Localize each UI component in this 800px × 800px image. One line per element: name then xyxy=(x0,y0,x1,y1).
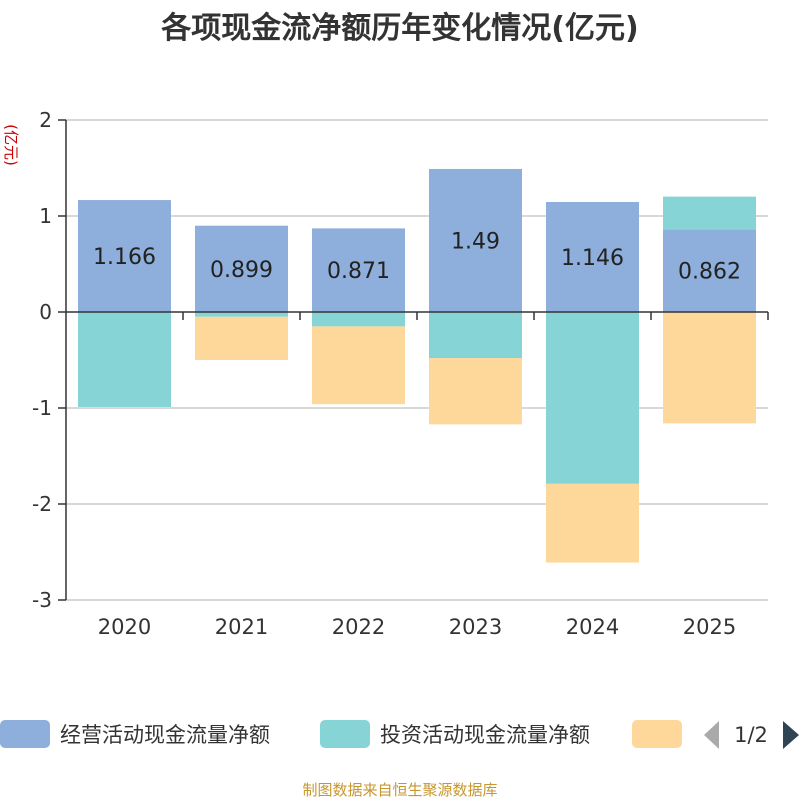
legend-swatch-investing[interactable] xyxy=(320,720,370,748)
x-tick-label: 2024 xyxy=(566,615,619,639)
y-tick-label: 2 xyxy=(39,108,52,132)
bar-financing-2025[interactable] xyxy=(663,312,756,424)
bar-investing-2020[interactable] xyxy=(78,312,171,408)
data-label: 0.899 xyxy=(210,258,273,283)
legend-swatch-operating[interactable] xyxy=(0,720,50,748)
source-note: 制图数据来自恒生聚源数据库 xyxy=(302,781,497,799)
legend-prev-page-icon[interactable] xyxy=(704,721,719,749)
y-tick-label: -3 xyxy=(32,588,52,612)
legend: 经营活动现金流量净额 投资活动现金流量净额 1/2 xyxy=(0,720,799,749)
data-label: 0.871 xyxy=(327,259,390,284)
chart-title: 各项现金流净额历年变化情况(亿元) xyxy=(160,11,638,46)
bar-investing-2024[interactable] xyxy=(546,312,639,484)
bar-operating-2021[interactable] xyxy=(195,225,288,312)
bar-financing-2020[interactable] xyxy=(78,407,171,408)
bar-investing-2025[interactable] xyxy=(663,196,756,230)
grid-lines xyxy=(66,119,768,601)
legend-next-page-icon[interactable] xyxy=(783,721,799,749)
bar-investing-2023[interactable] xyxy=(429,312,522,359)
x-tick-label: 2025 xyxy=(683,615,736,639)
data-label: 1.49 xyxy=(451,229,500,254)
bar-operating-2023[interactable] xyxy=(429,168,522,312)
bar-investing-2022[interactable] xyxy=(312,312,405,327)
bar-financing-2022[interactable] xyxy=(312,326,405,405)
x-tick-label: 2020 xyxy=(98,615,151,639)
y-tick-label: -2 xyxy=(32,492,52,516)
bar-operating-2020[interactable] xyxy=(78,200,171,312)
y-tick-label: 0 xyxy=(39,300,52,324)
bar-financing-2024[interactable] xyxy=(546,483,639,563)
bar-operating-2025[interactable] xyxy=(663,229,756,312)
x-tick-label: 2023 xyxy=(449,615,502,639)
bar-financing-2023[interactable] xyxy=(429,358,522,425)
y-axis-label: (亿元) xyxy=(2,124,20,166)
bar-investing-2021[interactable] xyxy=(195,312,288,317)
bar-operating-2022[interactable] xyxy=(312,228,405,312)
data-label: 1.146 xyxy=(561,246,624,271)
y-tick-label: -1 xyxy=(32,396,52,420)
legend-page-indicator: 1/2 xyxy=(734,723,768,747)
legend-label-investing[interactable]: 投资活动现金流量净额 xyxy=(380,723,590,747)
bars xyxy=(78,168,756,563)
x-tick-label: 2022 xyxy=(332,615,385,639)
data-label: 1.166 xyxy=(93,245,156,270)
axes: 2 1 0 -1 -2 -3 2020 2021 2022 2023 2024 2025 xyxy=(32,108,769,639)
bar-operating-2024[interactable] xyxy=(546,201,639,312)
legend-label-operating[interactable]: 经营活动现金流量净额 xyxy=(60,723,270,747)
y-tick-label: 1 xyxy=(39,204,52,228)
data-labels: 1.166 0.899 0.871 1.49 1.146 0.862 xyxy=(93,229,741,284)
x-tick-label: 2021 xyxy=(215,615,268,639)
legend-swatch-financing[interactable] xyxy=(632,720,682,748)
data-label: 0.862 xyxy=(678,260,741,285)
bar-financing-2021[interactable] xyxy=(195,316,288,360)
